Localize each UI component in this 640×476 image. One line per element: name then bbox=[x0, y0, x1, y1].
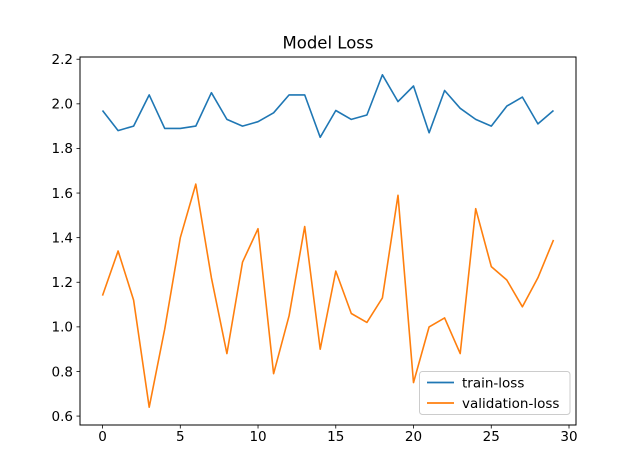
y-tick-label: 1.4 bbox=[52, 230, 73, 246]
y-tick-label: 2.0 bbox=[52, 97, 73, 113]
y-tick-label: 0.8 bbox=[52, 364, 73, 380]
x-tick-label: 25 bbox=[483, 429, 500, 445]
y-tick-label: 1.2 bbox=[52, 275, 73, 291]
x-tick-label: 30 bbox=[560, 429, 577, 445]
y-tick-label: 1.0 bbox=[52, 320, 73, 336]
y-tick-label: 1.6 bbox=[52, 186, 73, 202]
y-tick-label: 1.8 bbox=[52, 141, 73, 157]
legend-label-train: train-loss bbox=[462, 376, 524, 392]
legend-box bbox=[419, 371, 571, 415]
y-axis: 0.6 0.8 1.0 1.2 1.4 1.6 1.8 2.0 2.2 bbox=[52, 52, 80, 425]
x-tick-label: 5 bbox=[176, 429, 185, 445]
legend-label-validation: validation-loss bbox=[462, 396, 559, 412]
chart-title: Model Loss bbox=[283, 34, 374, 53]
x-axis: 0 5 10 15 20 25 30 bbox=[98, 425, 578, 445]
x-tick-label: 10 bbox=[249, 429, 266, 445]
axes-spines bbox=[79, 56, 577, 426]
series-lines bbox=[101, 74, 555, 409]
x-tick-label: 15 bbox=[327, 429, 344, 445]
y-tick-label: 0.6 bbox=[52, 409, 73, 425]
x-tick-label: 0 bbox=[98, 429, 107, 445]
x-tick-label: 20 bbox=[405, 429, 422, 445]
series-line-validation-loss bbox=[101, 183, 555, 409]
plot-area bbox=[80, 57, 576, 425]
legend: train-loss validation-loss bbox=[419, 371, 571, 415]
y-tick-label: 2.2 bbox=[52, 52, 73, 68]
series-line-train-loss bbox=[101, 74, 555, 139]
